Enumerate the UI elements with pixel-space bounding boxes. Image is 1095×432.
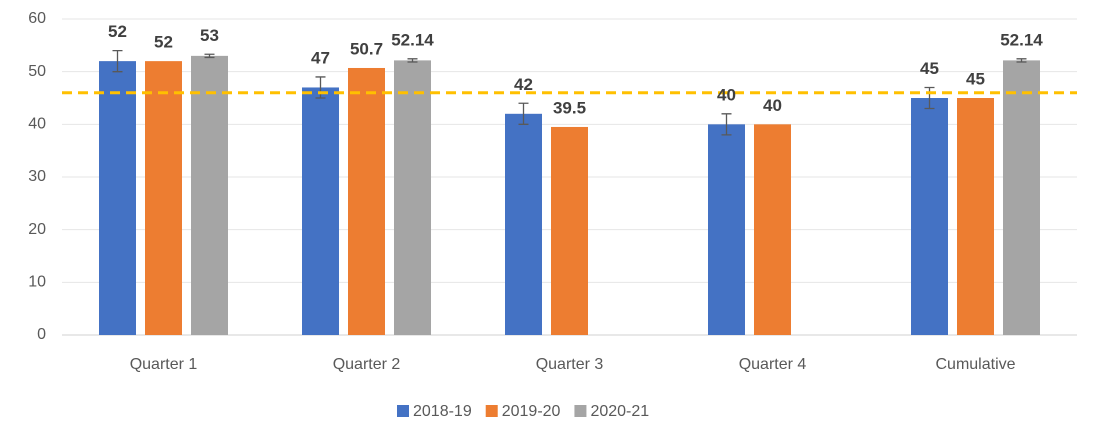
value-label: 45 — [920, 59, 939, 78]
x-tick-label: Quarter 1 — [130, 356, 198, 373]
value-label: 39.5 — [553, 98, 586, 117]
bar — [911, 98, 948, 335]
bar — [302, 87, 339, 335]
error-bar — [407, 58, 418, 63]
bar — [191, 55, 228, 335]
x-tick-label: Cumulative — [935, 356, 1015, 373]
bar — [957, 98, 994, 335]
error-bar — [721, 113, 732, 136]
x-tick-label: Quarter 4 — [739, 356, 807, 373]
value-label: 53 — [200, 26, 219, 45]
value-label: 52.14 — [1000, 30, 1043, 49]
error-bar — [518, 102, 529, 125]
y-tick-label: 50 — [28, 63, 46, 80]
value-label: 40 — [763, 96, 782, 115]
legend-swatch — [574, 405, 587, 417]
bar — [99, 61, 136, 336]
value-label: 42 — [514, 75, 533, 94]
legend-label: 2020-21 — [590, 403, 649, 420]
value-label: 50.7 — [350, 39, 383, 58]
y-tick-label: 30 — [28, 168, 46, 185]
legend-swatch — [485, 405, 498, 417]
error-bar — [112, 49, 123, 73]
bar — [394, 60, 431, 336]
bar — [551, 126, 588, 335]
value-label: 52 — [108, 22, 127, 41]
y-tick-label: 60 — [28, 10, 46, 27]
y-tick-label: 10 — [28, 274, 46, 291]
bar — [505, 113, 542, 335]
error-bar — [1016, 58, 1027, 63]
value-label: 45 — [966, 69, 985, 88]
y-tick-label: 20 — [28, 221, 46, 238]
x-tick-label: Quarter 2 — [333, 356, 401, 373]
error-bar — [315, 76, 326, 99]
x-tick-label: Quarter 3 — [536, 356, 604, 373]
bar — [754, 124, 791, 335]
error-bar — [204, 53, 215, 59]
error-bar — [924, 86, 935, 110]
legend-label: 2019-20 — [502, 403, 561, 420]
legend-swatch — [397, 405, 409, 417]
y-tick-label: 0 — [37, 326, 46, 343]
bar — [348, 67, 385, 335]
y-tick-label: 40 — [28, 116, 46, 133]
value-label: 47 — [311, 48, 330, 67]
value-label: 40 — [717, 85, 736, 104]
bar — [145, 61, 182, 336]
bar — [1003, 60, 1040, 336]
bar — [708, 124, 745, 335]
value-label: 52 — [154, 33, 173, 52]
value-label: 52.14 — [391, 30, 434, 49]
legend-label: 2018-19 — [413, 403, 472, 420]
